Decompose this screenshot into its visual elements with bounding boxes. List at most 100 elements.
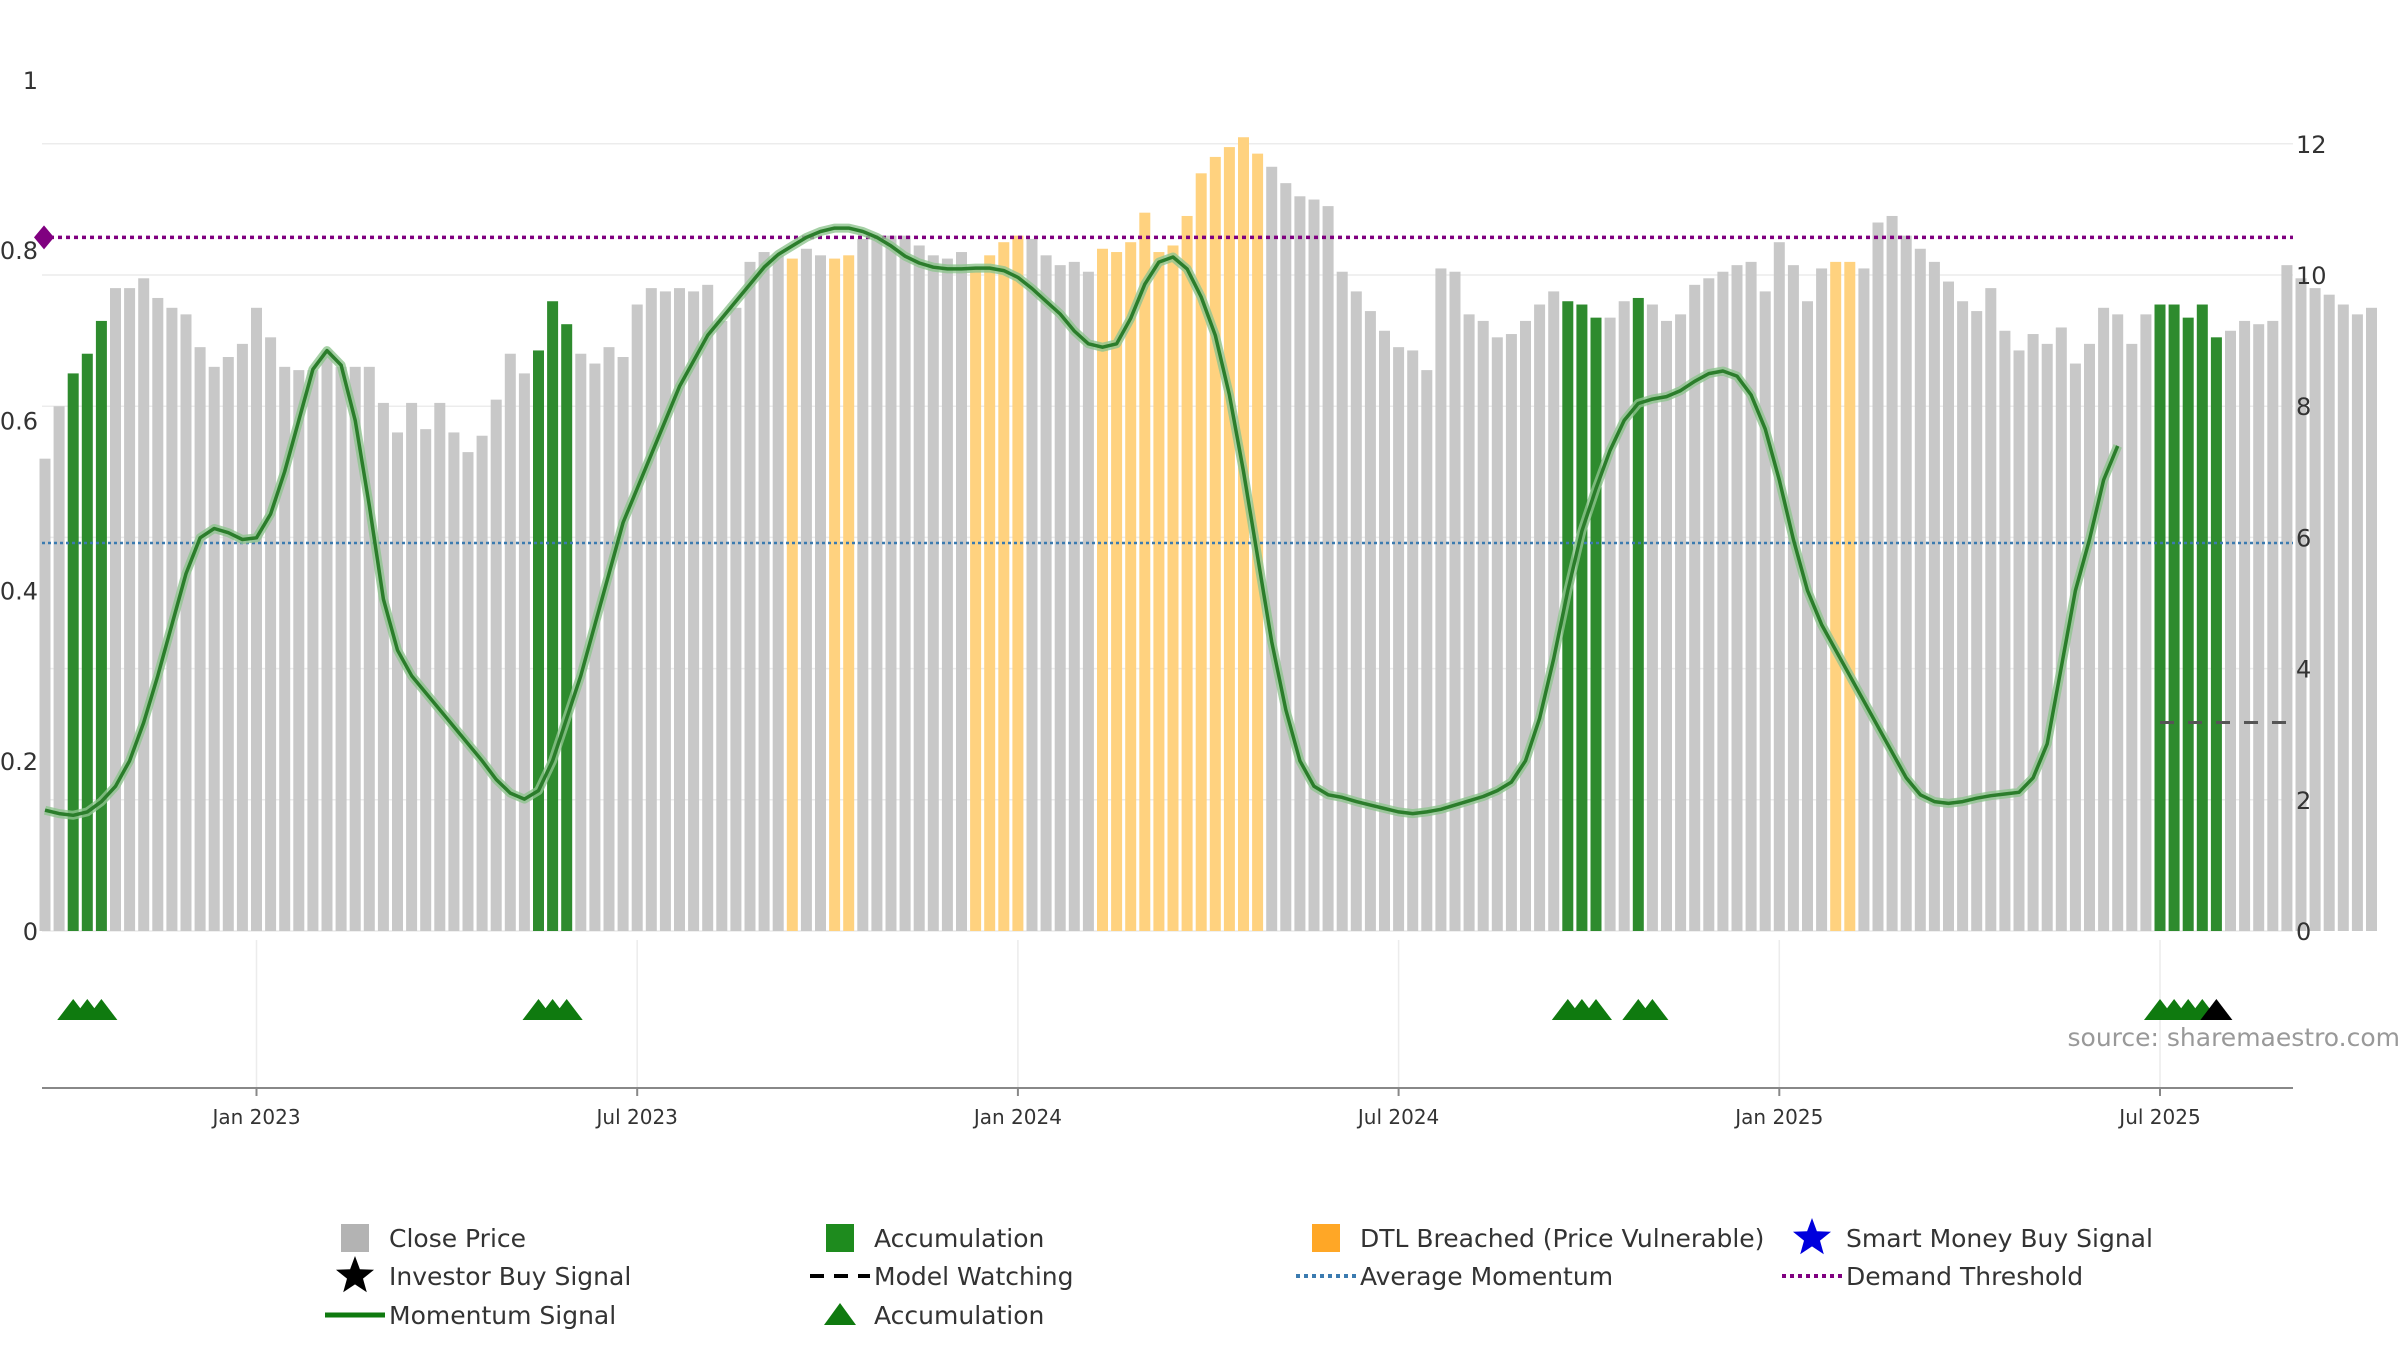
dtl-breached-bar <box>1195 173 1207 931</box>
close-price-bar <box>307 370 319 931</box>
close-price-bar <box>1505 334 1517 931</box>
investor-buy-signal-marker <box>2200 999 2233 1020</box>
dtl-breached-bar <box>1097 248 1108 931</box>
green-triangle-icon <box>824 1303 856 1325</box>
close-price-bar <box>2366 307 2377 931</box>
dtl-breached-bar <box>829 258 841 932</box>
close-price-bar <box>899 235 911 931</box>
close-price-bar <box>1026 238 1038 932</box>
close-price-bar <box>377 402 389 931</box>
dtl-breached-bar <box>1844 261 1856 931</box>
close-price-bar <box>1082 271 1094 932</box>
y-left-tick-label: 0 <box>23 918 38 946</box>
close-price-bar <box>2013 350 2025 931</box>
close-price-bar <box>716 320 728 931</box>
close-price-bar <box>617 357 629 931</box>
close-price-bar <box>1717 271 1729 932</box>
y-left-tick-label: 1 <box>23 67 38 95</box>
legend-label: Smart Money Buy Signal <box>1846 1224 2153 1253</box>
y-right-tick-label: 6 <box>2296 524 2311 552</box>
close-price-bar <box>589 363 601 931</box>
legend-label: Close Price <box>389 1224 526 1253</box>
legend-label: Momentum Signal <box>389 1301 616 1330</box>
close-price-bar <box>702 284 714 932</box>
accumulation-triangle <box>1580 999 1612 1020</box>
close-price-bar <box>1393 347 1405 931</box>
close-price-bar <box>744 261 756 931</box>
close-price-bar <box>885 235 897 931</box>
close-price-bar <box>2098 307 2110 931</box>
close-price-bar <box>1379 330 1390 931</box>
accumulation-bar <box>1632 297 1644 932</box>
dtl-breached-bar <box>1181 215 1193 931</box>
accumulation-bar <box>2168 304 2180 931</box>
close-price-bar <box>434 402 446 931</box>
close-price-bar <box>349 366 361 932</box>
close-price-bar <box>1618 301 1630 931</box>
close-price-bar <box>2267 320 2279 931</box>
close-price-bar <box>392 432 403 931</box>
y-right-tick-label: 12 <box>2296 131 2327 159</box>
close-price-bar <box>2126 343 2138 931</box>
close-price-bar <box>603 347 615 931</box>
accumulation-bar <box>561 324 573 931</box>
close-price-bar <box>1308 199 1320 931</box>
close-price-bar <box>1294 196 1306 931</box>
close-price-bar <box>2309 288 2321 931</box>
close-price-bar <box>1802 301 1813 931</box>
close-price-bar <box>2084 343 2095 931</box>
close-price-bar <box>335 366 347 932</box>
close-price-bar <box>1548 291 1560 931</box>
dtl-breached-bar <box>1209 156 1221 932</box>
lines <box>34 223 2293 820</box>
dtl-breached-bar <box>1830 261 1842 931</box>
y-right-tick-label: 10 <box>2296 262 2327 290</box>
close-price-bar <box>53 406 65 931</box>
blue-star-icon <box>1793 1218 1831 1255</box>
x-tick-label: Jul 2023 <box>595 1105 678 1129</box>
close-price-bar <box>1999 330 2011 931</box>
accumulation-triangle <box>1636 999 1669 1020</box>
close-price-bar <box>1971 311 1983 932</box>
orange-square <box>1312 1224 1340 1252</box>
dtl-breached-bar <box>970 268 982 931</box>
close-price-bar <box>293 370 305 931</box>
close-price-bar <box>1280 183 1292 931</box>
close-price-bar <box>476 435 488 931</box>
close-price-bar <box>956 252 967 932</box>
close-price-bar <box>1534 304 1546 931</box>
close-price-bar <box>39 458 51 931</box>
accumulation-bar <box>81 353 93 932</box>
close-price-bar <box>462 452 474 931</box>
close-price-bar <box>1900 235 1912 931</box>
close-price-bar <box>631 304 643 931</box>
close-price-bar <box>1435 268 1447 931</box>
close-price-bar <box>363 366 375 932</box>
close-price-bar <box>518 373 530 931</box>
close-price-bar <box>1731 265 1743 931</box>
close-price-bar <box>1449 271 1461 932</box>
x-tick-label: Jan 2025 <box>1733 1105 1823 1129</box>
accumulation-bar <box>1562 301 1574 931</box>
accumulation-bar <box>1576 304 1588 931</box>
close-price-bar <box>251 307 262 931</box>
close-price-bar <box>1816 268 1828 931</box>
close-price-bar <box>1040 255 1052 931</box>
close-price-bar <box>279 366 291 932</box>
close-price-bar <box>2323 294 2335 931</box>
close-price-bar <box>1364 311 1376 932</box>
close-price-bar <box>1928 261 1940 931</box>
y-right-tick-label: 2 <box>2296 787 2311 815</box>
dtl-breached-bar <box>1139 212 1151 931</box>
accumulation-bar <box>547 301 559 931</box>
close-price-bar <box>1491 337 1503 931</box>
close-price-bar <box>927 255 939 931</box>
close-price-bar <box>2281 265 2293 931</box>
close-price-bar <box>1858 268 1870 931</box>
accumulation-bar <box>1590 317 1602 931</box>
close-price-bar <box>1703 278 1715 931</box>
close-price-bar <box>208 366 220 932</box>
legend-label: Accumulation <box>874 1301 1044 1330</box>
dtl-breached-bar <box>1012 235 1024 931</box>
